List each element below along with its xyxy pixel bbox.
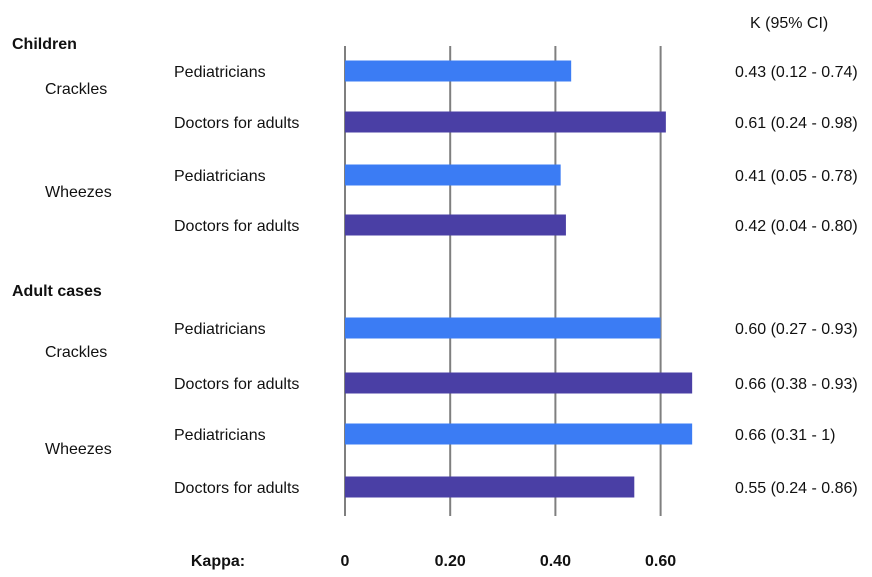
- bars-layer: [345, 60, 693, 498]
- x-tick-label-1: 0.20: [435, 553, 466, 570]
- ci-value-0-0-1: 0.61 (0.24 - 0.98): [735, 115, 858, 132]
- x-tick-label-3: 0.60: [645, 553, 676, 570]
- bar-0-0-0: [345, 60, 572, 82]
- bar-0-1-0: [345, 164, 561, 186]
- x-axis-label: Kappa:: [191, 553, 245, 570]
- ci-value-1-0-0: 0.60 (0.27 - 0.93): [735, 321, 858, 338]
- subgroup-label-1-0: Crackles: [45, 344, 107, 361]
- ci-value-1-1-1: 0.55 (0.24 - 0.86): [735, 480, 858, 497]
- labels-layer: 0 0.20 0.40 0.60 Kappa: Children Crackles Pedia…: [12, 36, 858, 570]
- bar-label-1-0-1: Doctors for adults: [174, 376, 299, 393]
- subgroup-label-0-0: Crackles: [45, 81, 107, 98]
- bar-label-1-1-0: Pediatricians: [174, 427, 266, 444]
- bar-label-0-0-1: Doctors for adults: [174, 115, 299, 132]
- ci-value-0-0-0: 0.43 (0.12 - 0.74): [735, 64, 858, 81]
- subgroup-label-1-1: Wheezes: [45, 441, 112, 458]
- bar-1-0-1: [345, 372, 693, 394]
- bar-0-0-1: [345, 111, 666, 133]
- bar-label-0-1-1: Doctors for adults: [174, 218, 299, 235]
- bar-0-1-1: [345, 214, 566, 236]
- bar-label-0-0-0: Pediatricians: [174, 64, 266, 81]
- subgroup-label-0-1: Wheezes: [45, 184, 112, 201]
- ci-value-0-1-0: 0.41 (0.05 - 0.78): [735, 168, 858, 185]
- bar-1-0-0: [345, 317, 661, 339]
- group-title-1: Adult cases: [12, 283, 102, 300]
- bar-label-0-1-0: Pediatricians: [174, 168, 266, 185]
- x-tick-label-0: 0: [341, 553, 350, 570]
- x-tick-label-2: 0.40: [540, 553, 571, 570]
- ci-value-1-0-1: 0.66 (0.38 - 0.93): [735, 376, 858, 393]
- ci-value-1-1-0: 0.66 (0.31 - 1): [735, 427, 836, 444]
- ci-value-0-1-1: 0.42 (0.04 - 0.80): [735, 218, 858, 235]
- bar-1-1-1: [345, 476, 635, 498]
- group-title-0: Children: [12, 36, 77, 53]
- bar-label-1-1-1: Doctors for adults: [174, 480, 299, 497]
- ci-column-header: K (95% CI): [750, 15, 828, 32]
- bar-1-1-0: [345, 423, 693, 445]
- bar-label-1-0-0: Pediatricians: [174, 321, 266, 338]
